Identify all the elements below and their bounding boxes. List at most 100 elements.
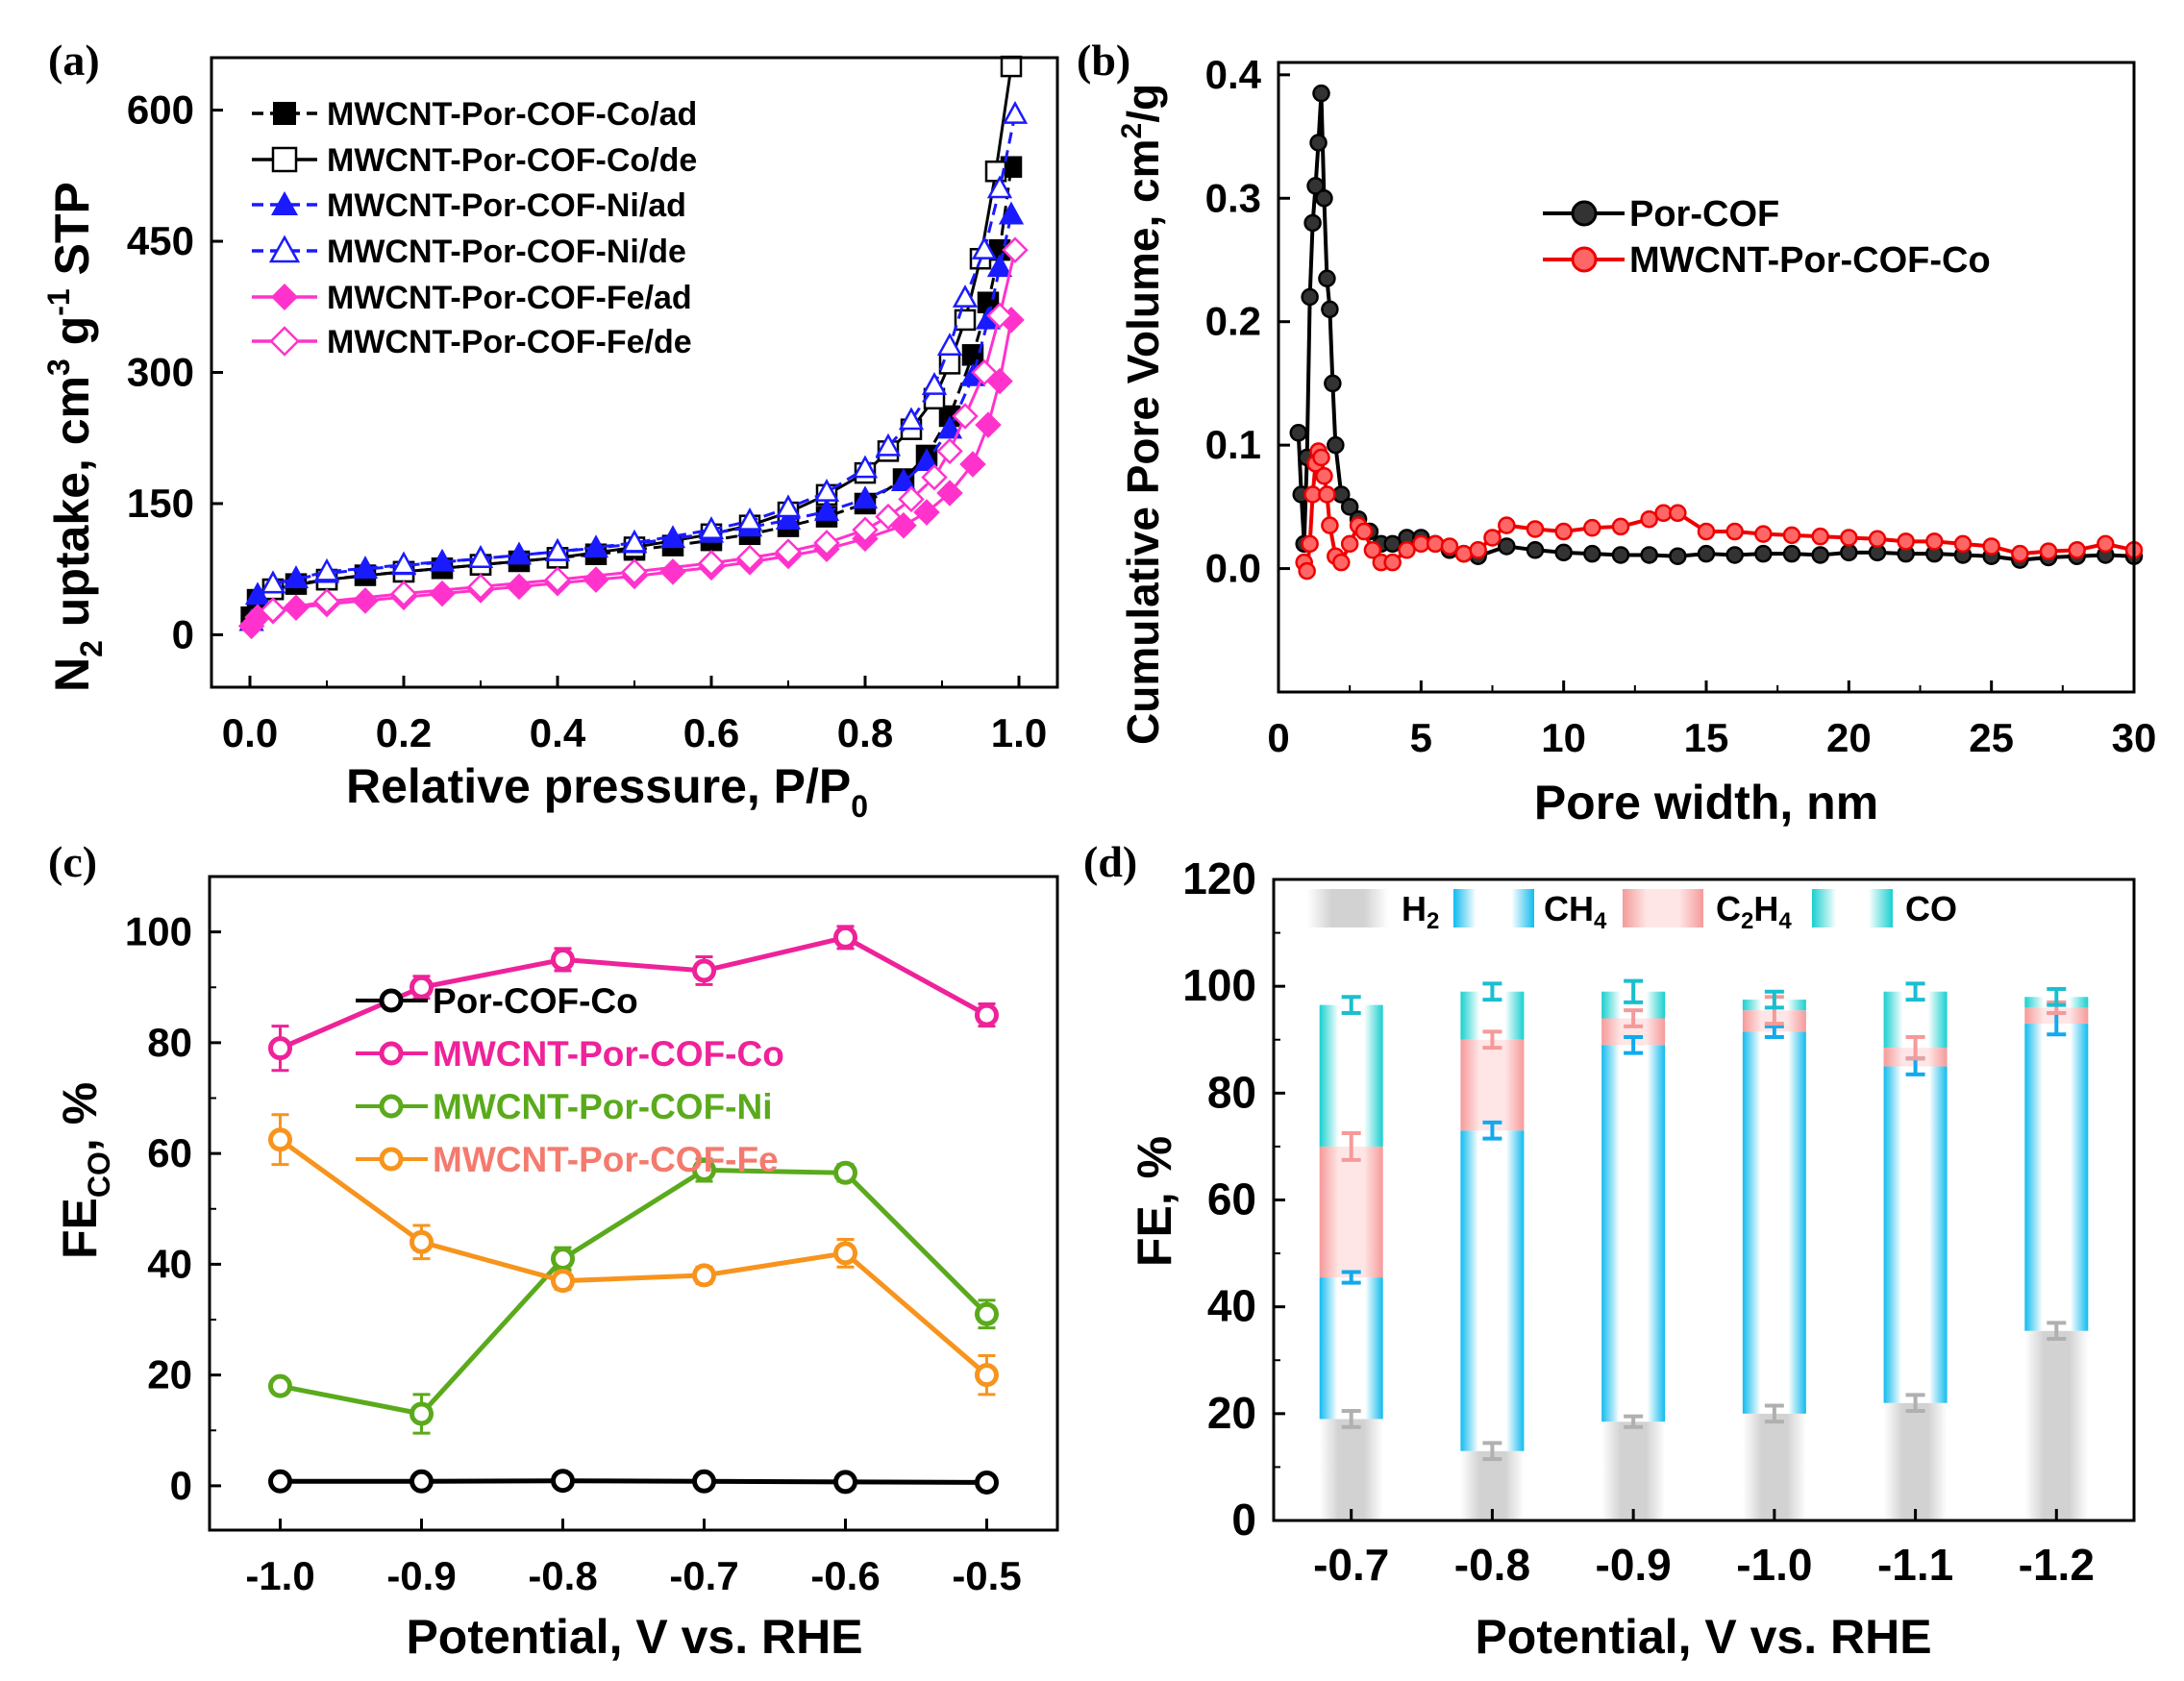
- data-point: [1309, 134, 1328, 152]
- y-tick-label: 450: [127, 218, 194, 263]
- data-point: [1925, 532, 1944, 551]
- data-point: [1811, 546, 1829, 564]
- legend-label: Por-COF-Co: [433, 981, 638, 1021]
- legend-d-c2h4: C2H4: [1623, 889, 1792, 934]
- legend-label: MWCNT-Por-COF-Co/ad: [327, 96, 697, 133]
- data-point: [954, 309, 977, 332]
- data-point: [936, 333, 963, 356]
- y-tick-label: 150: [127, 481, 194, 526]
- panel-a-legend: MWCNT-Por-COF-Co/ad MWCNT-Por-COF-Co/de …: [252, 96, 697, 360]
- panel-b-ticks: 0 5 10 15 20 25 30 0.0 0.1 0.2 0.3 0.4: [1205, 52, 2157, 760]
- data-point: [975, 1002, 999, 1027]
- data-point: [1669, 547, 1687, 565]
- x-tick-label: 0.6: [683, 710, 739, 755]
- legend-label: MWCNT-Por-COF-Co: [1629, 240, 1991, 281]
- data-point: [390, 580, 417, 607]
- legend-label: C2H4: [1716, 889, 1792, 934]
- data-point: [544, 566, 571, 593]
- panel-c-legend: Por-COF-Co MWCNT-Por-COF-Co MWCNT-Por-CO…: [356, 981, 784, 1179]
- y-tick-label: 60: [147, 1130, 192, 1175]
- legend-a-ni-de: MWCNT-Por-COF-Ni/de: [252, 234, 686, 270]
- data-point: [1332, 553, 1351, 572]
- data-point: [467, 545, 494, 569]
- data-point: [1363, 541, 1382, 559]
- x-tick-label: 0.4: [530, 710, 586, 755]
- panel-d-label: (d): [1083, 837, 1137, 886]
- legend-a-co-ad: MWCNT-Por-COF-Co/ad: [252, 96, 697, 133]
- series-line: [1296, 92, 2135, 562]
- series-line: [279, 1137, 989, 1377]
- data-point: [551, 1269, 575, 1294]
- data-point: [1321, 516, 1339, 534]
- panel-c-ticks: -1.0 -0.9 -0.8 -0.7 -0.6 -0.5 0 20 40 60 80 100: [125, 909, 1022, 1598]
- data-point: [984, 161, 1007, 183]
- data-point: [1697, 544, 1716, 563]
- y-tick-label: 80: [147, 1020, 192, 1065]
- data-point: [544, 537, 571, 561]
- data-point: [936, 415, 963, 439]
- data-point: [2039, 542, 2058, 560]
- bar-segment: [2024, 1024, 2089, 1331]
- y-tick-label: 0.1: [1205, 422, 1261, 467]
- data-point: [268, 1036, 292, 1061]
- data-point: [1318, 485, 1336, 504]
- data-point: [698, 550, 725, 577]
- data-point: [813, 530, 840, 556]
- data-point: [268, 1127, 292, 1152]
- panel-b-legend: Por-COF MWCNT-Por-COF-Co: [1543, 194, 1991, 281]
- y-tick-label: 0.2: [1205, 299, 1261, 344]
- legend-label: MWCNT-Por-COF-Fe/de: [327, 324, 692, 360]
- data-point: [1469, 541, 1487, 559]
- data-point: [1725, 522, 1744, 541]
- data-point: [313, 588, 340, 615]
- data-point: [429, 580, 456, 607]
- data-point: [2011, 544, 2029, 563]
- y-tick-label: 600: [127, 87, 194, 133]
- data-point: [975, 411, 1002, 438]
- legend-label: Por-COF: [1629, 194, 1779, 235]
- data-point: [975, 1301, 999, 1326]
- legend-c-mwcnt-co: MWCNT-Por-COF-Co: [356, 1034, 784, 1074]
- data-point: [692, 958, 716, 983]
- data-point: [506, 573, 533, 601]
- bar-segment: [1742, 1031, 1806, 1414]
- data-point: [952, 284, 979, 308]
- legend-label: H2: [1402, 889, 1439, 934]
- legend-label: MWCNT-Por-COF-Co: [433, 1034, 784, 1074]
- data-point: [1725, 546, 1744, 564]
- y-tick-label: 40: [147, 1241, 192, 1286]
- data-point: [952, 403, 979, 430]
- panel-d-legend: H2 CH4 C2H4 CO: [1307, 889, 1957, 934]
- legend-c-por-cof-co: Por-COF-Co: [356, 981, 638, 1021]
- data-point: [1318, 269, 1336, 288]
- bar-segment: [1460, 1039, 1525, 1131]
- legend-d-h2: H2: [1307, 889, 1439, 934]
- panel-d-frame: [1272, 878, 2136, 1522]
- x-tick-label: 0.8: [837, 710, 893, 755]
- data-point: [1002, 236, 1029, 263]
- data-point: [936, 437, 963, 465]
- data-point: [621, 558, 648, 585]
- legend-label: MWCNT-Por-COF-Ni/ad: [327, 187, 686, 224]
- legend-label: CH4: [1544, 889, 1607, 934]
- y-tick-label: 100: [125, 909, 192, 954]
- data-point: [971, 236, 998, 260]
- data-point: [260, 597, 286, 624]
- legend-d-ch4: CH4: [1453, 889, 1607, 934]
- data-point: [410, 1469, 434, 1494]
- data-point: [244, 581, 271, 606]
- data-point: [692, 1263, 716, 1288]
- x-tick-label: 30: [2112, 715, 2157, 760]
- panel-b-series: [1289, 84, 2144, 581]
- legend-label: CO: [1905, 889, 1957, 928]
- data-point: [1498, 537, 1516, 556]
- data-point: [890, 468, 917, 491]
- bar-segment: [1319, 1004, 1383, 1147]
- data-point: [1840, 529, 1858, 547]
- y-tick-label: 120: [1182, 853, 1256, 903]
- data-point: [986, 302, 1013, 330]
- x-tick-label: 10: [1541, 715, 1586, 760]
- data-point: [1298, 561, 1316, 581]
- panel-b-ylabel: Cumulative Pore Volume, cm2/g: [1116, 84, 1168, 745]
